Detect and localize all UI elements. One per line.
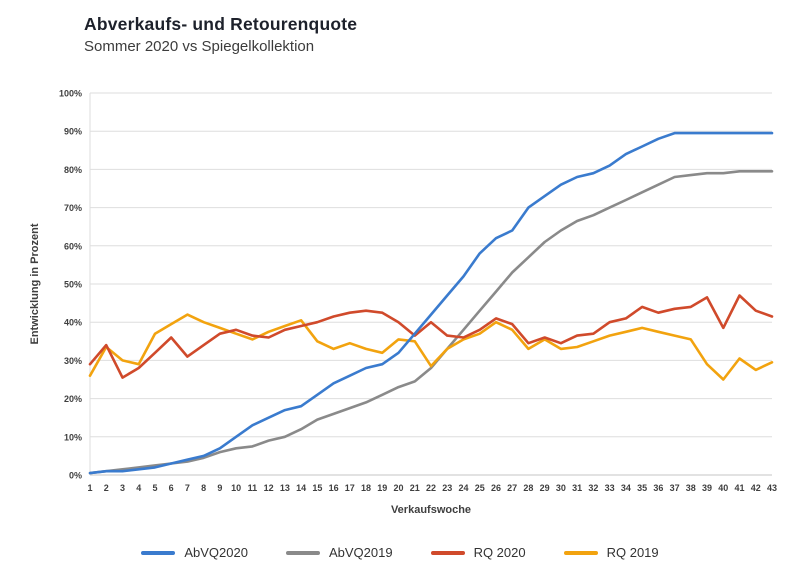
- svg-text:0%: 0%: [69, 471, 82, 481]
- svg-text:41: 41: [735, 483, 745, 493]
- svg-text:26: 26: [491, 483, 501, 493]
- svg-text:30%: 30%: [64, 356, 82, 366]
- legend-item-abvq2019: AbVQ2019: [285, 545, 393, 560]
- svg-text:3: 3: [120, 483, 125, 493]
- svg-text:Entwicklung in Prozent: Entwicklung in Prozent: [29, 223, 41, 344]
- svg-text:13: 13: [280, 483, 290, 493]
- svg-text:22: 22: [426, 483, 436, 493]
- svg-text:32: 32: [588, 483, 598, 493]
- legend-item-abvq2020: AbVQ2020: [141, 545, 248, 560]
- chart-area: 0% 10% 20% 30% 40% 50% 60% 70% 80% 90% 100% 1 2 3 4 5 6 7…: [24, 81, 800, 541]
- svg-text:35: 35: [637, 483, 647, 493]
- svg-text:50%: 50%: [64, 280, 82, 290]
- legend-label: AbVQ2020: [184, 545, 248, 560]
- legend-label: AbVQ2019: [328, 545, 393, 560]
- svg-text:29: 29: [540, 483, 550, 493]
- svg-text:25: 25: [475, 483, 485, 493]
- svg-text:23: 23: [442, 483, 452, 493]
- svg-text:19: 19: [377, 483, 387, 493]
- chart-subtitle: Sommer 2020 vs Spiegelkollektion: [84, 38, 315, 55]
- chart-header: Abverkaufs- und Retourenquote Sommer 202…: [0, 0, 800, 55]
- svg-text:2: 2: [104, 483, 109, 493]
- svg-text:60%: 60%: [64, 241, 82, 251]
- svg-text:43: 43: [767, 483, 777, 493]
- svg-text:6: 6: [169, 483, 174, 493]
- chart-title: Abverkaufs- und Retourenquote: [84, 14, 358, 34]
- svg-text:20%: 20%: [64, 394, 82, 404]
- legend-swatch: [563, 550, 598, 555]
- svg-text:11: 11: [248, 483, 258, 493]
- svg-text:80%: 80%: [64, 165, 82, 175]
- legend: AbVQ2020 AbVQ2019 RQ 2020 RQ 2019: [0, 545, 800, 560]
- svg-text:15: 15: [312, 483, 322, 493]
- svg-text:Verkaufswoche: Verkaufswoche: [391, 504, 471, 516]
- svg-text:31: 31: [572, 483, 582, 493]
- svg-text:37: 37: [670, 483, 680, 493]
- legend-swatch: [285, 550, 320, 555]
- svg-text:4: 4: [136, 483, 141, 493]
- svg-text:40%: 40%: [64, 318, 82, 328]
- svg-text:18: 18: [361, 483, 371, 493]
- svg-text:42: 42: [751, 483, 761, 493]
- svg-text:34: 34: [621, 483, 631, 493]
- svg-text:5: 5: [152, 483, 157, 493]
- legend-item-rq2019: RQ 2019: [563, 545, 659, 560]
- svg-text:27: 27: [507, 483, 517, 493]
- legend-label: RQ 2019: [606, 545, 659, 560]
- legend-label: RQ 2020: [473, 545, 526, 560]
- svg-text:10: 10: [231, 483, 241, 493]
- svg-text:9: 9: [217, 483, 222, 493]
- svg-text:7: 7: [185, 483, 190, 493]
- svg-text:8: 8: [201, 483, 206, 493]
- legend-swatch: [141, 550, 176, 555]
- svg-text:17: 17: [345, 483, 355, 493]
- svg-text:20: 20: [394, 483, 404, 493]
- svg-text:21: 21: [410, 483, 420, 493]
- svg-text:10%: 10%: [64, 432, 82, 442]
- svg-text:28: 28: [523, 483, 533, 493]
- svg-text:12: 12: [264, 483, 274, 493]
- svg-text:100%: 100%: [59, 89, 82, 99]
- legend-item-rq2020: RQ 2020: [430, 545, 526, 560]
- svg-text:14: 14: [296, 483, 306, 493]
- svg-text:90%: 90%: [64, 127, 82, 137]
- line-chart: 0%10%20%30%40%50%60%70%80%90%100%1 2 3 4 5 6 7…: [29, 89, 777, 517]
- svg-text:36: 36: [653, 483, 663, 493]
- svg-text:16: 16: [329, 483, 339, 493]
- svg-text:39: 39: [702, 483, 712, 493]
- legend-swatch: [430, 550, 465, 555]
- svg-text:38: 38: [686, 483, 696, 493]
- svg-text:40: 40: [718, 483, 728, 493]
- svg-text:1: 1: [87, 483, 92, 493]
- svg-text:24: 24: [458, 483, 468, 493]
- svg-text:33: 33: [605, 483, 615, 493]
- svg-text:70%: 70%: [64, 203, 82, 213]
- svg-text:30: 30: [556, 483, 566, 493]
